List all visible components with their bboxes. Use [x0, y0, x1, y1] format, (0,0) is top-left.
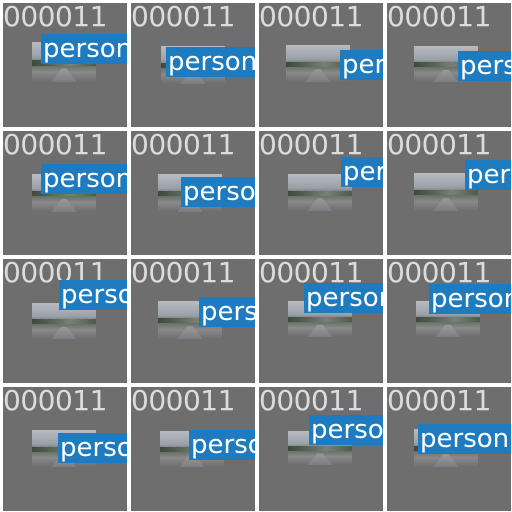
tile-id-label: 000011 [131, 387, 235, 417]
street-thumbnail [286, 45, 350, 82]
grid-tile[interactable]: 000011 person [3, 131, 127, 255]
detection-label: person [309, 415, 383, 445]
grid-tile[interactable]: 000011 person [3, 387, 127, 511]
grid-tile[interactable]: 000011 person [131, 131, 255, 255]
tile-id-label: 000011 [3, 3, 107, 33]
tile-id-label: 000011 [387, 131, 491, 161]
detection-label: person [304, 283, 383, 313]
detection-label: person [341, 157, 383, 187]
grid-tile[interactable]: 000011 person [387, 387, 511, 511]
grid-tile[interactable]: 000011 person [3, 3, 127, 127]
detection-label: person [418, 424, 511, 454]
grid-tile[interactable]: 000011 person [131, 387, 255, 511]
detection-label: person [429, 284, 511, 314]
grid-tile[interactable]: 000011 person [387, 131, 511, 255]
tile-id-label: 000011 [131, 3, 235, 33]
grid-tile[interactable]: 000011 person [259, 387, 383, 511]
grid-tile[interactable]: 000011 person [259, 131, 383, 255]
detection-label: person [458, 51, 511, 81]
tile-id-label: 000011 [259, 3, 363, 33]
detection-label: person [41, 34, 127, 64]
tile-id-label: 000011 [3, 387, 107, 417]
tile-id-label: 000011 [131, 259, 235, 289]
detection-label: person [189, 430, 255, 460]
grid-tile[interactable]: 000011 person [387, 259, 511, 383]
tile-id-label: 000011 [387, 3, 491, 33]
tile-id-label: 000011 [387, 387, 491, 417]
detection-label: person [41, 164, 127, 194]
grid-tile[interactable]: 000011 person [131, 259, 255, 383]
detection-label: person [58, 433, 127, 463]
grid-tile[interactable]: 000011 person [131, 3, 255, 127]
detection-label: person [181, 177, 255, 207]
grid-tile[interactable]: 000011 person [259, 259, 383, 383]
detection-label: person [166, 47, 255, 77]
grid-tile[interactable]: 000011 person [387, 3, 511, 127]
grid-tile[interactable]: 000011 person [3, 259, 127, 383]
detection-label: person [340, 50, 383, 80]
tile-id-label: 000011 [259, 387, 363, 417]
tile-id-label: 000011 [3, 131, 107, 161]
tile-id-label: 000011 [259, 131, 363, 161]
detection-label: person [465, 160, 511, 190]
tile-id-label: 000011 [387, 259, 491, 289]
detection-label: person [59, 280, 127, 310]
detection-label: person [199, 297, 255, 327]
tile-id-label: 000011 [131, 131, 235, 161]
grid-tile[interactable]: 000011 person [259, 3, 383, 127]
